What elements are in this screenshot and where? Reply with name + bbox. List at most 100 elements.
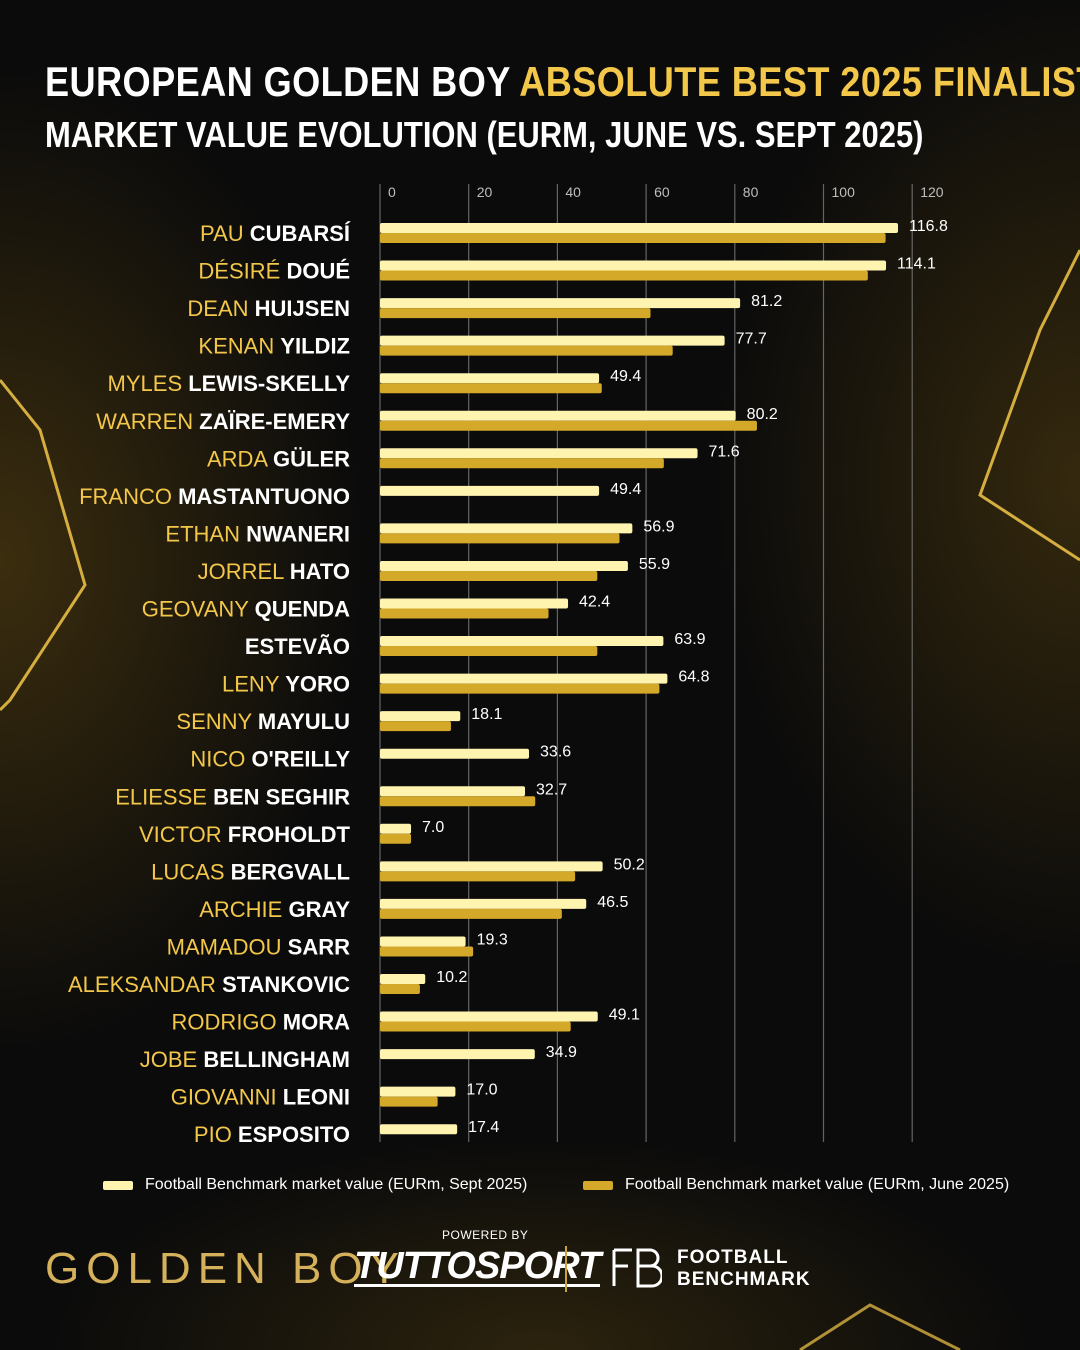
- player-first-name: RODRIGO: [172, 1010, 283, 1035]
- bar-sept: [380, 823, 412, 834]
- x-tick-label: 60: [654, 184, 670, 200]
- category-label: SENNY MAYULU: [176, 709, 350, 734]
- category-label: NICO O'REILLY: [190, 747, 350, 772]
- category-label: RODRIGO MORA: [172, 1010, 351, 1035]
- x-tick-label: 40: [565, 184, 581, 200]
- player-last-name: STANKOVIC: [222, 972, 350, 997]
- category-label: GIOVANNI LEONI: [171, 1085, 350, 1110]
- data-label-sept: 42.4: [579, 594, 610, 611]
- bar-june: [380, 233, 886, 243]
- bar-sept: [380, 1011, 598, 1022]
- bar-sept: [380, 448, 698, 459]
- bar-june: [380, 871, 576, 882]
- category-label: GEOVANY QUENDA: [142, 597, 350, 622]
- player-first-name: JOBE: [140, 1047, 204, 1072]
- player-last-name: YILDIZ: [280, 334, 350, 359]
- player-last-name: GÜLER: [273, 446, 350, 471]
- legend-item-june: Football Benchmark market value (EURm, J…: [583, 1173, 1009, 1197]
- player-last-name: GRAY: [288, 897, 350, 922]
- bar-sept: [380, 748, 530, 759]
- x-tick-label: 120: [920, 184, 944, 200]
- player-last-name: BEN SEGHIR: [213, 784, 350, 809]
- player-last-name: CUBARSÍ: [250, 221, 351, 246]
- bar-sept: [380, 711, 461, 722]
- bar-june: [380, 570, 598, 581]
- player-first-name: MAMADOU: [167, 934, 288, 959]
- player-first-name: MYLES: [108, 371, 189, 396]
- player-first-name: FRANCO: [79, 484, 178, 509]
- golden-boy-logo: GOLDEN BOY: [45, 1244, 406, 1293]
- bar-june: [380, 946, 474, 957]
- bar-sept: [380, 974, 426, 984]
- bar-chart: 0 20 40 60 80 100 120 PAU CUBARSÍ 116.8 DÉSIRÉ DO…: [68, 184, 948, 1147]
- bar-june: [380, 608, 549, 619]
- data-label-sept: 50.2: [614, 856, 645, 873]
- bar-june: [380, 908, 562, 919]
- data-label-sept: 17.0: [466, 1082, 497, 1099]
- player-last-name: BELLINGHAM: [203, 1047, 350, 1072]
- player-first-name: DÉSIRÉ: [198, 259, 286, 284]
- category-label: ETHAN NWANERI: [165, 521, 350, 546]
- bar-june: [380, 721, 451, 732]
- bar-june: [380, 420, 757, 431]
- data-label-sept: 33.6: [540, 744, 571, 761]
- category-label: JORREL HATO: [198, 559, 350, 584]
- player-first-name: SENNY: [176, 709, 258, 734]
- legend-swatch-sept: [103, 1180, 133, 1190]
- player-last-name: DOUÉ: [286, 259, 350, 284]
- data-label-sept: 116.8: [909, 218, 948, 235]
- bar-sept: [380, 1086, 456, 1097]
- legend-item-sept: Football Benchmark market value (EURm, S…: [103, 1173, 527, 1197]
- category-label: PAU CUBARSÍ: [200, 221, 351, 246]
- bar-june: [380, 458, 664, 469]
- player-last-name: LEWIS-SKELLY: [188, 371, 350, 396]
- player-first-name: PIO: [194, 1122, 238, 1147]
- data-label-sept: 17.4: [468, 1119, 499, 1136]
- player-last-name: MAYULU: [258, 709, 350, 734]
- data-label-sept: 32.7: [536, 781, 567, 798]
- category-label: WARREN ZAÏRE-EMERY: [96, 409, 350, 434]
- data-label-sept: 55.9: [639, 556, 670, 573]
- player-last-name: QUENDA: [255, 597, 350, 622]
- football-benchmark-logo-icon: [612, 1248, 662, 1288]
- bar-june: [380, 833, 412, 844]
- legend-label-sept: Football Benchmark market value (EURm, S…: [145, 1176, 528, 1193]
- player-last-name: ESPOSITO: [238, 1122, 350, 1147]
- data-label-sept: 10.2: [436, 969, 467, 986]
- footer-divider: [565, 1246, 567, 1292]
- bar-sept: [380, 598, 569, 609]
- data-label-sept: 71.6: [709, 443, 740, 460]
- category-label: LUCAS BERGVALL: [151, 859, 350, 884]
- bar-sept: [380, 410, 736, 421]
- player-last-name: FROHOLDT: [228, 822, 351, 847]
- category-label: DEAN HUIJSEN: [187, 296, 350, 321]
- bar-sept: [380, 260, 887, 271]
- player-last-name: ESTEVÃO: [245, 634, 350, 659]
- bar-june: [380, 533, 620, 544]
- tuttosport-logo: TUTTOSPORT: [354, 1245, 601, 1287]
- bar-sept: [380, 523, 633, 534]
- bar-june: [380, 984, 420, 994]
- category-label: ARDA GÜLER: [207, 446, 350, 471]
- page-title: EUROPEAN GOLDEN BOY ABSOLUTE BEST 2025 F…: [45, 58, 1080, 106]
- player-first-name: ARDA: [207, 446, 273, 471]
- x-tick-label: 80: [743, 184, 759, 200]
- bar-june: [380, 796, 536, 807]
- player-first-name: GEOVANY: [142, 597, 255, 622]
- category-label: JOBE BELLINGHAM: [140, 1047, 350, 1072]
- player-last-name: SARR: [288, 934, 350, 959]
- bar-sept: [380, 335, 725, 346]
- category-label: MAMADOU SARR: [167, 934, 350, 959]
- title-part-white: EUROPEAN GOLDEN BOY: [45, 58, 511, 105]
- data-label-sept: 63.9: [674, 631, 705, 648]
- player-first-name: GIOVANNI: [171, 1085, 283, 1110]
- category-label: PIO ESPOSITO: [194, 1122, 350, 1147]
- category-label: ARCHIE GRAY: [199, 897, 350, 922]
- player-last-name: LEONI: [283, 1085, 350, 1110]
- bar-june: [380, 1096, 438, 1107]
- bar-june: [380, 1021, 571, 1032]
- category-label: ESTEVÃO: [245, 634, 350, 659]
- bar-june: [380, 683, 660, 694]
- player-first-name: ELIESSE: [115, 784, 213, 809]
